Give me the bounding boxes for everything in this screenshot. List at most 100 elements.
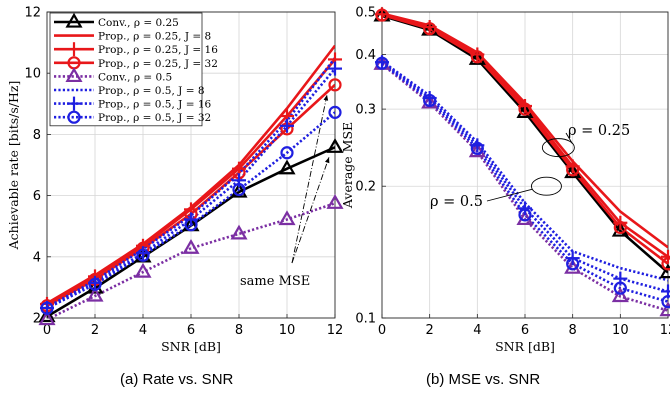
ellipse-rho-025 bbox=[541, 138, 575, 158]
label-rho-025: ρ = 0.25 bbox=[568, 123, 630, 139]
series-0-marker bbox=[564, 163, 582, 179]
x-axis-label: SNR [dB] bbox=[161, 339, 221, 354]
caption-rate: (a) Rate vs. SNR bbox=[120, 371, 234, 388]
series-4-marker bbox=[326, 194, 344, 209]
legend-label-1: Prop., ρ = 0.25, J = 8 bbox=[98, 31, 211, 43]
series-7-marker bbox=[88, 277, 102, 291]
series-0-marker bbox=[516, 103, 534, 118]
annotation-same-mse: same MSE bbox=[240, 94, 330, 289]
legend-label-6: Prop., ρ = 0.5, J = 16 bbox=[98, 99, 212, 111]
leader-rho-05 bbox=[486, 188, 533, 202]
series-4-marker bbox=[278, 210, 296, 226]
series-3-marker bbox=[518, 102, 532, 116]
y-tick-label: 8 bbox=[33, 128, 41, 143]
right-grid bbox=[382, 11, 668, 319]
legend-label-7: Prop., ρ = 0.5, J = 32 bbox=[98, 112, 211, 124]
y-axis-label: Average MSE bbox=[340, 122, 355, 209]
legend-marker-4 bbox=[65, 67, 83, 83]
y-tick-label: 0.5 bbox=[355, 6, 376, 21]
annotation-same-mse-text: same MSE bbox=[240, 274, 310, 289]
mse-chart: 0 2 4 6 8 10 12 0.1 0.2 0.3 0.4 0.5 SNR [dB] Average … bbox=[340, 6, 670, 354]
series-3-marker bbox=[566, 163, 580, 177]
legend-marker-6 bbox=[67, 96, 81, 111]
series-3-marker bbox=[423, 22, 437, 36]
same-mse-arrowhead-0 bbox=[324, 157, 330, 164]
series-7-marker bbox=[280, 146, 294, 160]
same-mse-arrow-0 bbox=[291, 157, 330, 264]
legend-label-4: Conv., ρ = 0.5 bbox=[98, 71, 172, 83]
y-tick-label: 0.2 bbox=[355, 180, 376, 195]
x-tick-label: 12 bbox=[327, 323, 344, 338]
series-6-marker bbox=[328, 61, 342, 76]
series-7-marker bbox=[328, 105, 342, 119]
y-tick-label: 4 bbox=[33, 250, 41, 265]
x-tick-label: 2 bbox=[91, 323, 99, 338]
x-tick-label: 10 bbox=[612, 323, 629, 338]
x-tick-label: 6 bbox=[521, 323, 529, 338]
right-markers bbox=[373, 6, 670, 317]
y-tick-label: 6 bbox=[33, 189, 41, 204]
series-6-marker bbox=[280, 118, 294, 133]
label-rho-05: ρ = 0.5 bbox=[430, 194, 483, 210]
series-0-marker bbox=[38, 307, 56, 323]
x-tick-label: 0 bbox=[43, 323, 51, 338]
series-7-marker bbox=[184, 218, 198, 232]
x-tick-label: 4 bbox=[139, 323, 147, 338]
y-tick-label: 0.3 bbox=[355, 103, 376, 118]
series-4-marker bbox=[659, 301, 670, 317]
series-0-marker bbox=[230, 182, 248, 198]
x-tick-label: 4 bbox=[473, 323, 481, 338]
series-4-marker bbox=[86, 286, 104, 302]
series-line-4 bbox=[47, 202, 335, 318]
series-0-marker bbox=[278, 159, 296, 175]
legend-marker-0 bbox=[65, 12, 83, 28]
series-3-marker bbox=[375, 8, 389, 22]
legend-label-2: Prop., ρ = 0.25, J = 16 bbox=[98, 44, 218, 56]
series-7-marker bbox=[423, 93, 437, 108]
series-4-marker bbox=[38, 310, 56, 326]
series-7-marker bbox=[375, 56, 389, 70]
ellipse-rho-05 bbox=[531, 176, 562, 196]
legend-box bbox=[49, 12, 203, 127]
legend-label-3: Prop., ρ = 0.25, J = 32 bbox=[98, 58, 218, 70]
y-tick-label: 10 bbox=[24, 67, 41, 82]
series-0-marker bbox=[659, 263, 670, 279]
series-3-marker bbox=[613, 220, 627, 235]
series-3-marker bbox=[661, 257, 670, 271]
x-tick-label: 12 bbox=[660, 323, 670, 338]
x-tick-label: 6 bbox=[187, 323, 195, 338]
series-4-marker bbox=[611, 287, 629, 303]
leader-rho-025 bbox=[565, 132, 573, 144]
y-tick-label: 0.4 bbox=[355, 48, 376, 63]
series-4-marker bbox=[230, 224, 248, 240]
x-tick-label: 8 bbox=[569, 323, 577, 338]
series-0-marker bbox=[86, 278, 104, 294]
legend-marker-7 bbox=[67, 110, 81, 124]
x-tick-label: 10 bbox=[279, 323, 296, 338]
x-axis-label: SNR [dB] bbox=[495, 339, 555, 354]
series-3-marker bbox=[470, 50, 484, 64]
series-7-marker bbox=[613, 281, 627, 295]
series-7-marker bbox=[566, 257, 580, 271]
series-7-marker bbox=[232, 182, 246, 197]
series-2-marker bbox=[661, 249, 670, 264]
series-0-marker bbox=[326, 138, 344, 153]
same-mse-arrowhead-1 bbox=[323, 94, 329, 101]
series-7-marker bbox=[40, 301, 54, 315]
series-4-marker bbox=[182, 239, 200, 254]
series-4-marker bbox=[421, 93, 439, 109]
legend-label-5: Prop., ρ = 0.5, J = 8 bbox=[98, 85, 205, 97]
series-7-marker bbox=[136, 248, 150, 262]
x-tick-label: 8 bbox=[235, 323, 243, 338]
same-mse-arrow-1 bbox=[291, 94, 328, 264]
x-tick-label: 0 bbox=[378, 323, 386, 338]
legend-label-0: Conv., ρ = 0.25 bbox=[98, 17, 179, 29]
series-0-marker bbox=[611, 221, 629, 237]
legend-marker-2 bbox=[67, 42, 81, 57]
y-tick-label: 12 bbox=[24, 6, 41, 21]
caption-mse: (b) MSE vs. SNR bbox=[426, 371, 541, 388]
y-axis-label: Achievable rate [bits/s/Hz] bbox=[6, 81, 21, 251]
